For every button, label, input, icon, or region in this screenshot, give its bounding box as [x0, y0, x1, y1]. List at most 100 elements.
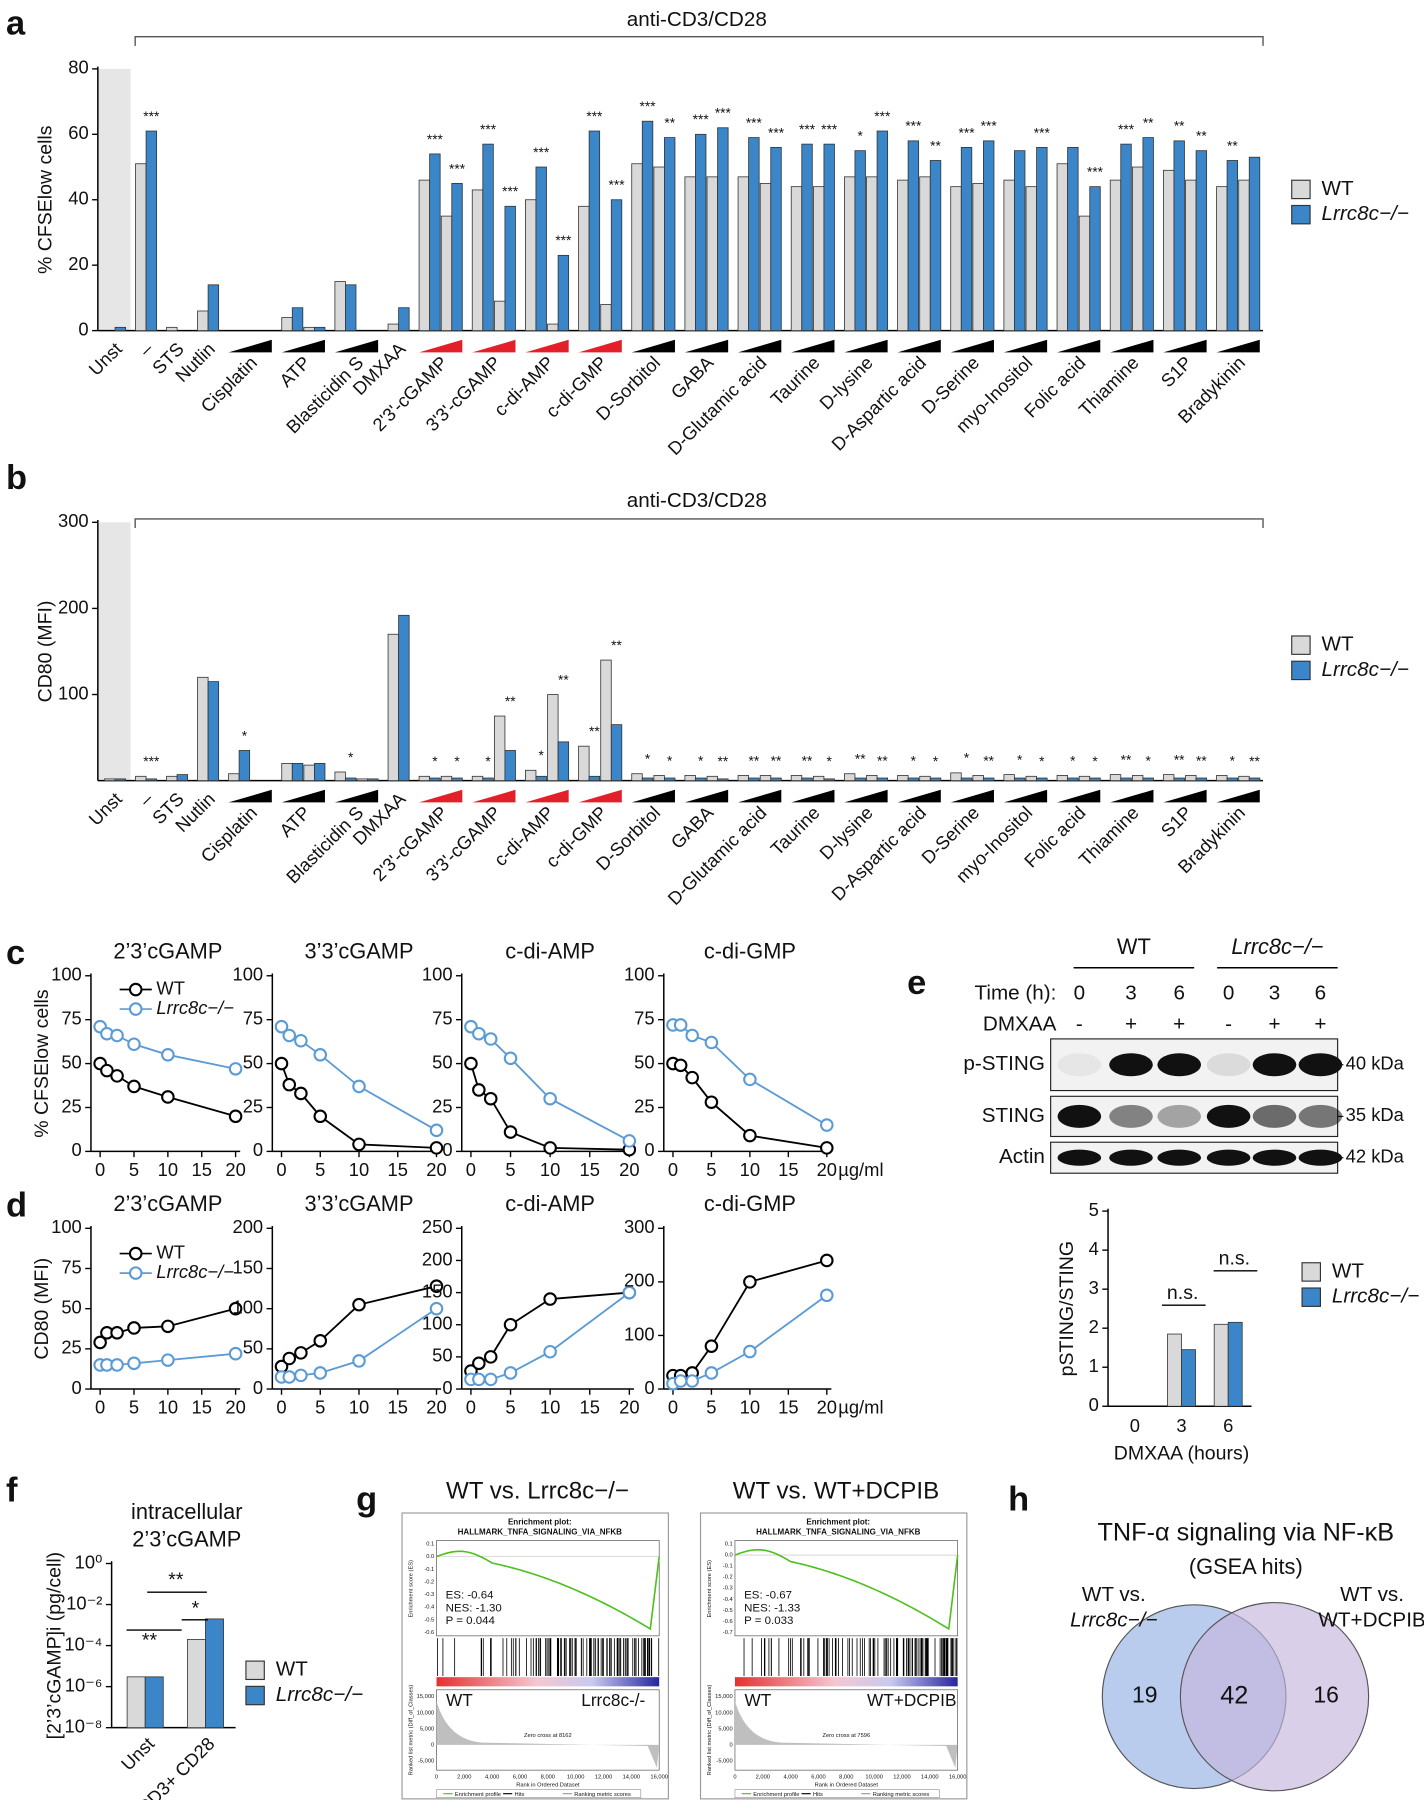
- y-tick-label: 0: [644, 1139, 654, 1160]
- bar: [866, 775, 878, 782]
- point: [429, 1279, 444, 1293]
- x-tick-label: 10: [740, 1396, 760, 1417]
- time: 0: [1223, 982, 1235, 1005]
- bar: [748, 137, 760, 332]
- y-tick-label: 0: [1089, 1394, 1099, 1415]
- x-tick-label: 5: [706, 1159, 716, 1180]
- rank-bar: [734, 1677, 958, 1687]
- legend-label: WT: [156, 1241, 185, 1262]
- bar: [303, 326, 315, 332]
- bar: [166, 775, 178, 782]
- dose-ramp: [1003, 789, 1048, 803]
- bar: [600, 304, 612, 332]
- x-tick-label: 5: [129, 1159, 139, 1180]
- rank-tick: 5,000: [718, 1726, 732, 1732]
- rank-tick: 15,000: [417, 1694, 435, 1700]
- bar: [387, 323, 400, 332]
- bar: [1248, 156, 1261, 332]
- bar: [186, 1639, 206, 1729]
- bar: [897, 179, 909, 332]
- y-tick-label: 0: [442, 1377, 452, 1398]
- significance: **: [1227, 138, 1238, 153]
- bar: [547, 323, 559, 332]
- row-size: 40 kDa: [1346, 1053, 1405, 1074]
- bar: [1014, 150, 1026, 332]
- y-axis-label: % CFSElow cells: [34, 125, 56, 274]
- x-tick-label: 15: [580, 1396, 600, 1417]
- significance: ***: [586, 109, 603, 124]
- point: [483, 1091, 498, 1106]
- bar: [1195, 150, 1208, 332]
- legend-marker: [128, 1246, 143, 1261]
- y-tick-label: 0: [442, 1139, 452, 1160]
- significance: **: [664, 115, 675, 130]
- x-tick-label: D-Aspartic acid: [827, 352, 930, 455]
- significance: *: [348, 750, 354, 765]
- legend-label: Enrichment profile: [753, 1792, 799, 1798]
- dose-ramp: [525, 339, 569, 353]
- point: [704, 1095, 719, 1109]
- rank-tick: -5,000: [418, 1758, 434, 1764]
- es-tick: -0.3: [424, 1592, 434, 1598]
- bar: [854, 777, 866, 782]
- significance: ***: [449, 161, 466, 176]
- bar: [653, 166, 665, 332]
- dose-ramp: [1057, 339, 1101, 353]
- point: [704, 1366, 719, 1380]
- bar: [876, 130, 889, 332]
- point: [161, 1048, 175, 1062]
- series-line: [280, 1063, 437, 1149]
- bar: [197, 310, 209, 332]
- x-tick-label: 10: [349, 1396, 369, 1417]
- class-label: WT: [446, 1690, 473, 1710]
- bar: [440, 215, 453, 332]
- class-label: WT: [745, 1690, 772, 1710]
- treatment: -: [1225, 1013, 1232, 1036]
- x-tick-label: 14,000: [921, 1775, 939, 1781]
- significance: *: [1146, 753, 1152, 768]
- point: [464, 1056, 478, 1071]
- bar: [1162, 774, 1175, 782]
- y-axis-label: % CFSElow cells: [31, 989, 53, 1138]
- bar: [314, 762, 326, 782]
- point: [820, 1141, 834, 1155]
- point: [352, 1137, 366, 1152]
- bar: [790, 186, 803, 332]
- x-tick-label: 0: [668, 1159, 678, 1180]
- bar: [1213, 1323, 1229, 1407]
- band: [1298, 1053, 1343, 1077]
- bar: [525, 769, 537, 782]
- y-tick-label: 75: [61, 1256, 81, 1277]
- bar: [1120, 143, 1132, 332]
- significance: *: [827, 754, 833, 769]
- bar: [504, 750, 516, 782]
- x-tick-label: D-Glutamic acid: [663, 352, 770, 459]
- bar: [1131, 166, 1144, 332]
- panel-label: f: [6, 1471, 18, 1509]
- bar: [812, 775, 825, 782]
- bar: [960, 777, 973, 782]
- time: 6: [1173, 982, 1185, 1005]
- point: [685, 1070, 699, 1085]
- y-tick-label: 50: [432, 1345, 452, 1366]
- x-tick-label: 0: [95, 1396, 105, 1417]
- point: [743, 1128, 757, 1143]
- x-tick-label: 10: [540, 1396, 560, 1417]
- y-tick-label: 50: [432, 1051, 452, 1072]
- x-tick-label: 5: [315, 1396, 325, 1417]
- rank-bar: [436, 1677, 660, 1687]
- row-label: STING: [982, 1104, 1045, 1127]
- x-tick-label: 15: [388, 1159, 408, 1180]
- significance: ***: [555, 233, 572, 248]
- chart-title: intracellular: [131, 1499, 242, 1524]
- x-tick-label: Taurine: [766, 352, 823, 409]
- dose-ramp: [1003, 339, 1048, 353]
- significance: ***: [715, 106, 732, 121]
- y-tick-label: 60: [68, 122, 88, 143]
- significance: ***: [799, 122, 816, 137]
- x-tick-label: 20: [619, 1396, 639, 1417]
- set-label: Lrrc8c−/−: [1070, 1608, 1157, 1631]
- dose-ramp: [1216, 789, 1260, 803]
- bar: [1003, 179, 1015, 332]
- y-tick-label: 100: [624, 964, 655, 985]
